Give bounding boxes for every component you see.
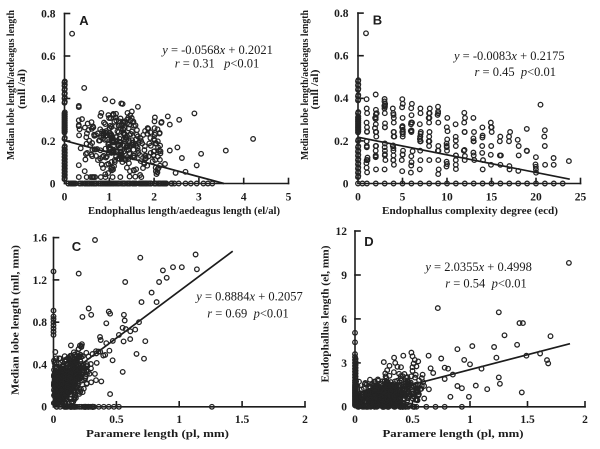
svg-text:(mll /al): (mll /al) bbox=[16, 69, 28, 109]
svg-text:r = 0.45 p<0.01: r = 0.45 p<0.01 bbox=[475, 65, 557, 79]
svg-text:A: A bbox=[79, 13, 89, 28]
svg-text:0: 0 bbox=[51, 414, 57, 426]
svg-text:Median lobe length (mll, mm): Median lobe length (mll, mm) bbox=[10, 245, 22, 395]
svg-text:12: 12 bbox=[336, 226, 348, 238]
svg-text:2: 2 bbox=[302, 414, 308, 426]
svg-text:0.8: 0.8 bbox=[33, 317, 48, 329]
svg-text:0.4: 0.4 bbox=[41, 93, 56, 105]
svg-text:0.5: 0.5 bbox=[109, 414, 124, 426]
svg-text:0: 0 bbox=[41, 402, 47, 414]
svg-text:0.6: 0.6 bbox=[334, 51, 349, 63]
svg-text:1.2: 1.2 bbox=[33, 275, 48, 287]
svg-text:0: 0 bbox=[341, 402, 347, 414]
svg-text:3: 3 bbox=[196, 192, 202, 204]
svg-text:3: 3 bbox=[341, 358, 347, 370]
svg-text:1: 1 bbox=[467, 414, 473, 426]
svg-text:25: 25 bbox=[575, 192, 587, 204]
svg-text:0: 0 bbox=[343, 178, 349, 190]
svg-text:4: 4 bbox=[241, 192, 247, 204]
svg-text:C: C bbox=[72, 239, 82, 254]
svg-text:r = 0.69 p<0.01: r = 0.69 p<0.01 bbox=[207, 307, 289, 321]
svg-text:Median lobe length/aedeagus le: Median lobe length/aedeagus length bbox=[299, 10, 311, 160]
svg-text:y = -0.0568x + 0.2021: y = -0.0568x + 0.2021 bbox=[160, 43, 273, 57]
svg-text:5: 5 bbox=[400, 192, 406, 204]
svg-text:0.2: 0.2 bbox=[334, 136, 349, 148]
svg-text:0.4: 0.4 bbox=[33, 359, 48, 371]
svg-text:0.4: 0.4 bbox=[334, 93, 349, 105]
svg-text:9: 9 bbox=[341, 270, 347, 282]
svg-text:r = 0.31 p<0.01: r = 0.31 p<0.01 bbox=[175, 57, 260, 71]
svg-text:0.2: 0.2 bbox=[41, 136, 56, 148]
svg-text:1.5: 1.5 bbox=[520, 414, 535, 426]
svg-text:0: 0 bbox=[355, 192, 361, 204]
svg-text:0.8: 0.8 bbox=[334, 8, 349, 20]
svg-text:20: 20 bbox=[530, 192, 542, 204]
svg-text:1.5: 1.5 bbox=[235, 414, 250, 426]
svg-text:Endophallus length/aedeagus le: Endophallus length/aedeagus length (el/a… bbox=[88, 205, 280, 217]
svg-text:r = 0.54 p<0.01: r = 0.54 p<0.01 bbox=[445, 277, 527, 291]
svg-text:5: 5 bbox=[286, 192, 292, 204]
svg-text:Endophallus complexity degree: Endophallus complexity degree (ecd) bbox=[382, 205, 558, 217]
svg-text:0.6: 0.6 bbox=[41, 51, 56, 63]
svg-text:10: 10 bbox=[441, 192, 453, 204]
svg-text:Paramere length (pl, mm): Paramere length (pl, mm) bbox=[383, 428, 524, 440]
svg-text:D: D bbox=[364, 234, 373, 249]
svg-text:B: B bbox=[373, 13, 382, 28]
svg-text:0: 0 bbox=[62, 192, 68, 204]
svg-text:y = 0.8884x + 0.2057: y = 0.8884x + 0.2057 bbox=[194, 290, 303, 304]
svg-text:y = -0.0083x + 0.2175: y = -0.0083x + 0.2175 bbox=[452, 49, 565, 63]
svg-text:y = 2.0355x + 0.4998: y = 2.0355x + 0.4998 bbox=[423, 260, 531, 274]
svg-text:(mll /al): (mll /al) bbox=[309, 69, 321, 109]
svg-text:6: 6 bbox=[341, 314, 347, 326]
svg-text:15: 15 bbox=[486, 192, 498, 204]
svg-text:Median lobe length/aedeagus le: Median lobe length/aedeagus length bbox=[5, 10, 17, 160]
svg-text:0: 0 bbox=[352, 414, 358, 426]
svg-text:Paramere length (pl, mm): Paramere length (pl, mm) bbox=[86, 428, 229, 440]
svg-text:Endophallus length (el, mm): Endophallus length (el, mm) bbox=[320, 245, 332, 382]
svg-text:2: 2 bbox=[582, 414, 588, 426]
svg-text:2: 2 bbox=[151, 192, 157, 204]
svg-text:0.8: 0.8 bbox=[41, 8, 56, 20]
svg-text:1: 1 bbox=[106, 192, 112, 204]
svg-text:1: 1 bbox=[176, 414, 182, 426]
svg-text:0.5: 0.5 bbox=[405, 414, 420, 426]
svg-text:1.6: 1.6 bbox=[33, 233, 48, 245]
svg-text:0: 0 bbox=[50, 178, 56, 190]
